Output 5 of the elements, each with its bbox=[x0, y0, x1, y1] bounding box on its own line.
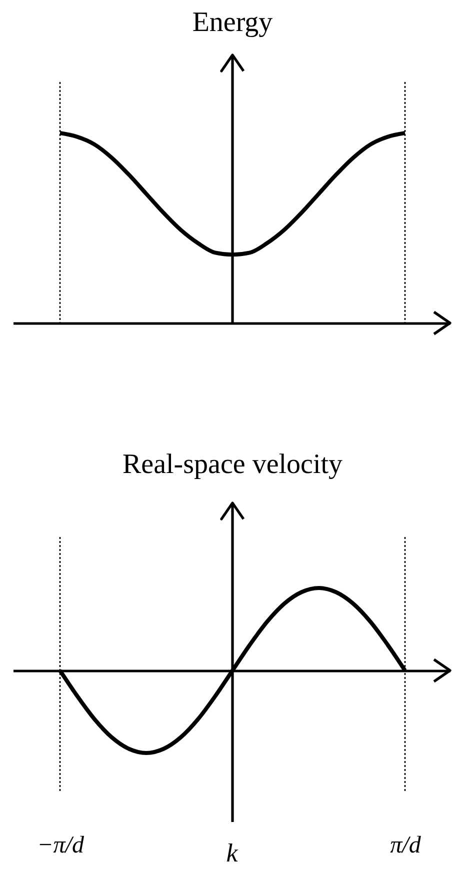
x-axis-title: k bbox=[226, 838, 238, 868]
x-tick-label: −π/d bbox=[37, 832, 85, 858]
y-axis-title: Energy bbox=[192, 7, 273, 38]
x-tick-label: π/d bbox=[390, 832, 422, 858]
y-axis-title: Real-space velocity bbox=[122, 449, 343, 480]
